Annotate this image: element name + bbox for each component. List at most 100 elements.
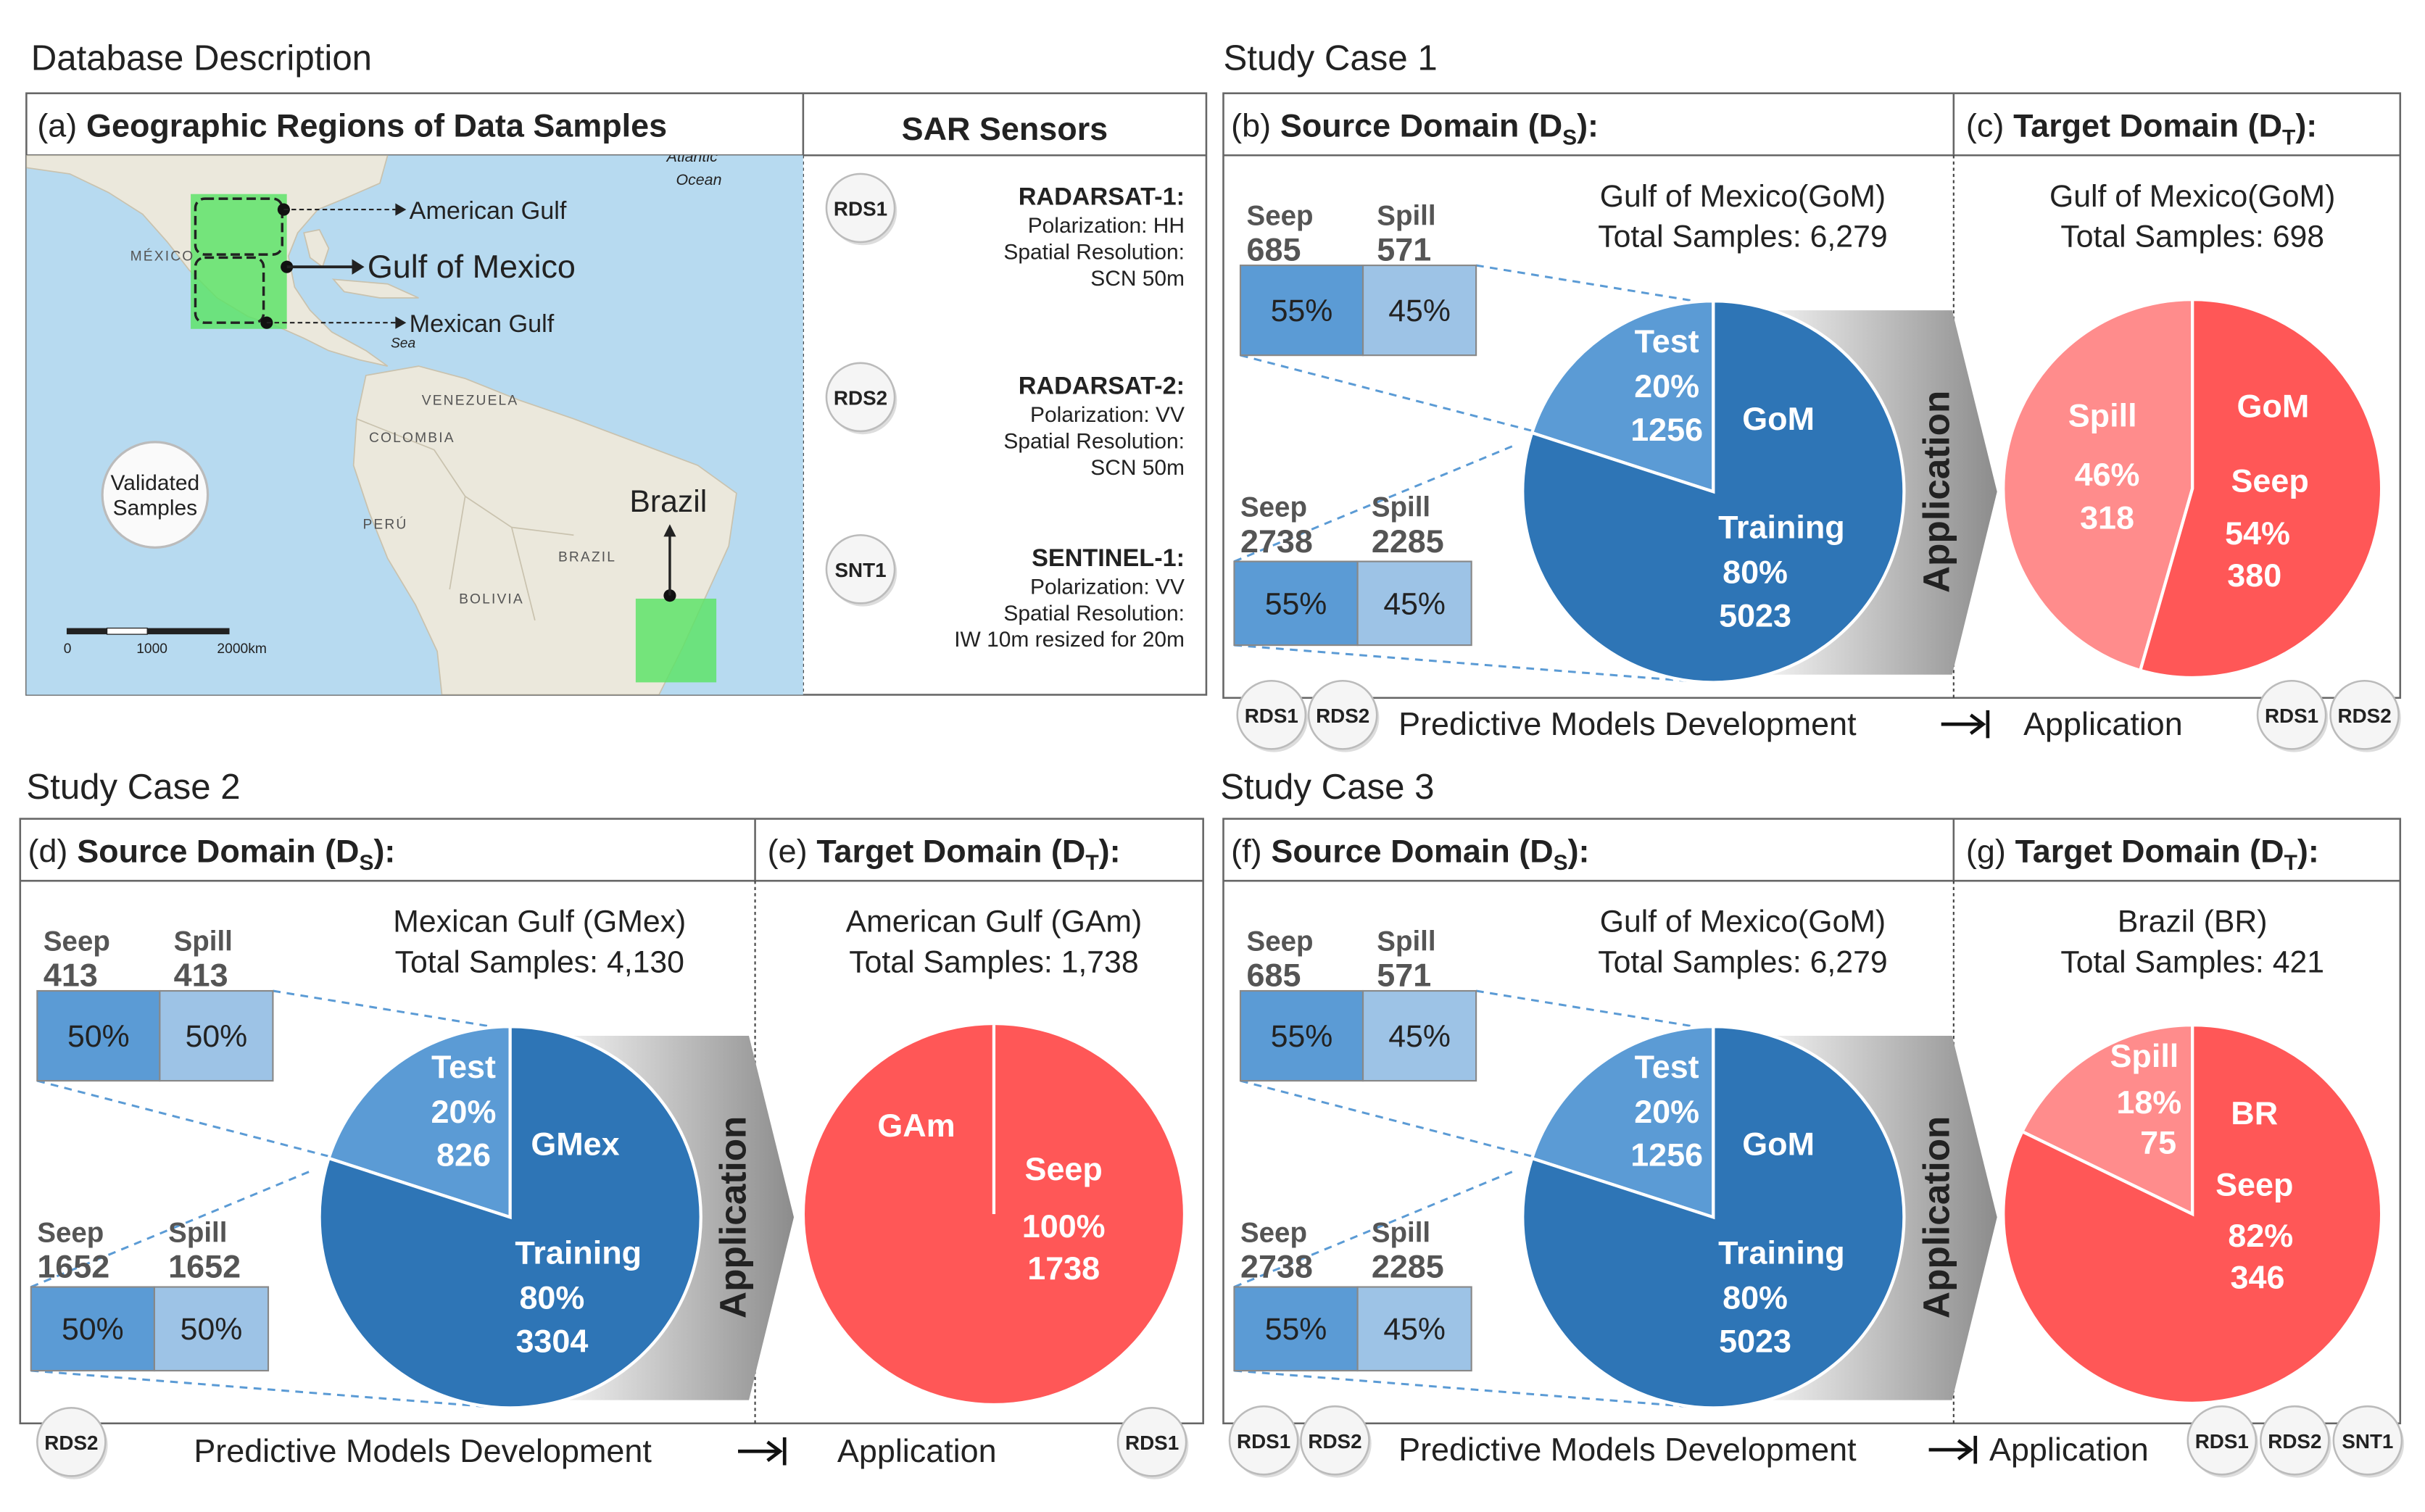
region-label: Gulf of Mexico <box>368 248 576 285</box>
slice-percent: 20% <box>1634 367 1699 404</box>
spill-cell <box>159 989 274 1082</box>
panel-prefix: (d) <box>28 833 67 870</box>
seep-percent: 55% <box>1265 1312 1327 1347</box>
sensor-badge <box>2256 679 2327 750</box>
panel-title-text: Target Domain (D <box>2013 107 2282 144</box>
place-label: BOLIVIA <box>459 591 524 607</box>
pie-name: GoM <box>1742 1126 1815 1163</box>
connector <box>1233 989 1714 1409</box>
slice-count: 826 <box>436 1137 491 1174</box>
section-title: Study Case 3 <box>1220 767 1434 807</box>
sensor-detail: Polarization: VV <box>1030 403 1185 427</box>
seep-percent: 55% <box>1271 1019 1333 1054</box>
badge-label: RDS2 <box>834 387 887 410</box>
class-count: 2285 <box>1372 523 1444 560</box>
slice-label: Training <box>1718 1234 1845 1271</box>
pie-name: GAm <box>877 1107 955 1144</box>
pie-name: GoM <box>1742 400 1815 437</box>
panel-title-end: ): <box>1577 107 1599 144</box>
class-label: Seep <box>43 926 110 957</box>
panel-frame <box>19 818 1204 1425</box>
slice-count: 318 <box>2080 499 2134 536</box>
slice-percent: 82% <box>2228 1217 2293 1254</box>
sample-total: Total Samples: 6,279 <box>1598 944 1887 979</box>
validated-badge <box>101 441 210 549</box>
panel-prefix: (b) <box>1231 107 1271 144</box>
badge-label: SNT1 <box>2342 1430 2393 1453</box>
panel-title: SAR Sensors <box>902 110 1108 147</box>
region-name: Gulf of Mexico(GoM) <box>1600 905 1886 939</box>
slice-label: Seep <box>2231 462 2308 499</box>
slice-label: Training <box>515 1234 642 1271</box>
slice-label: Training <box>1718 509 1845 546</box>
badge-label: RDS2 <box>44 1432 98 1454</box>
slice-count: 1738 <box>1027 1250 1100 1287</box>
spill-cell <box>1356 1286 1472 1372</box>
land-cuba <box>331 278 419 299</box>
pie-slice <box>1521 299 1906 684</box>
class-label: Spill <box>174 926 233 957</box>
pie-name: GoM <box>2237 388 2310 425</box>
badge-label: RDS1 <box>1237 1430 1290 1453</box>
scale-bar <box>147 628 230 635</box>
box-mexican-gulf <box>194 256 265 324</box>
sensor-name: SENTINEL-1: <box>1032 544 1185 572</box>
slice-percent: 100% <box>1022 1208 1106 1245</box>
sensor-detail: Polarization: VV <box>1030 576 1185 599</box>
map: American Gulf Gulf of Mexico Mexican Gul… <box>26 155 803 695</box>
class-label: Spill <box>1377 200 1435 231</box>
sensor-detail: SCN 50m <box>1090 267 1185 291</box>
slice-count: 1256 <box>1630 411 1703 448</box>
region-name: Gulf of Mexico(GoM) <box>2049 179 2335 214</box>
badge-label: RDS2 <box>2268 1430 2321 1453</box>
pie-slice <box>2002 1023 2384 1405</box>
seep-cell <box>1239 265 1364 357</box>
panel-prefix: (f) <box>1231 833 1261 870</box>
class-count: 2738 <box>1240 1248 1313 1285</box>
panel-title-sub: S <box>359 851 373 875</box>
sensor-name: RADARSAT-2: <box>1019 373 1185 400</box>
class-label: Seep <box>37 1217 104 1248</box>
seep-percent: 55% <box>1265 586 1327 621</box>
pie-slice <box>1530 299 1715 494</box>
sensor-badge <box>1228 1405 1299 1476</box>
panel-title-text: Target Domain (D <box>2015 833 2284 870</box>
class-label: Spill <box>1372 492 1430 523</box>
panel-title-end: ): <box>1568 833 1590 870</box>
panel-prefix: (c) <box>1966 107 2004 144</box>
badge-label: RDS1 <box>2195 1430 2249 1453</box>
panel-title-end: ): <box>2297 833 2319 870</box>
arrowhead <box>395 203 407 216</box>
section-title: Study Case 1 <box>1223 38 1437 78</box>
sample-total: Total Samples: 421 <box>2060 944 2324 979</box>
badge-label: RDS2 <box>1316 705 1369 727</box>
panel-title-text: Source Domain (D <box>1271 833 1553 870</box>
footer-text: Predictive Models Development <box>1398 1431 1857 1468</box>
seep-percent: 55% <box>1271 294 1333 328</box>
pie-slice <box>318 1025 702 1410</box>
badge-label: RDS2 <box>1308 1430 1361 1453</box>
slice-percent: 18% <box>2116 1084 2181 1121</box>
scale-bar <box>106 627 148 635</box>
spill-cell <box>1361 989 1477 1082</box>
spill-percent: 45% <box>1388 1019 1451 1054</box>
spill-percent: 45% <box>1383 586 1446 621</box>
spill-cell <box>1356 560 1472 647</box>
pie-slice <box>2020 1023 2194 1217</box>
panel-prefix: (e) <box>768 833 808 870</box>
sensor-badge <box>1300 1405 1370 1476</box>
slice-count: 3304 <box>515 1322 588 1359</box>
panel-title: (c) Target Domain (DT): <box>1966 107 2317 150</box>
place-label: Sea <box>391 336 416 351</box>
panel-title-text: Geographic Regions of Data Samples <box>86 107 667 144</box>
region-label: Mexican Gulf <box>410 310 555 338</box>
sensor-detail: SCN 50m <box>1090 456 1185 480</box>
slice-count: 1256 <box>1630 1137 1703 1174</box>
spill-percent: 50% <box>181 1312 243 1347</box>
spill-percent: 45% <box>1383 1312 1446 1347</box>
badge-label: RDS1 <box>2265 705 2318 727</box>
sensor-detail: IW 10m resized for 20m <box>954 628 1185 652</box>
sample-total: Total Samples: 4,130 <box>395 944 684 979</box>
footer-arrow <box>738 1437 787 1466</box>
place-label: PERÚ <box>362 517 407 533</box>
